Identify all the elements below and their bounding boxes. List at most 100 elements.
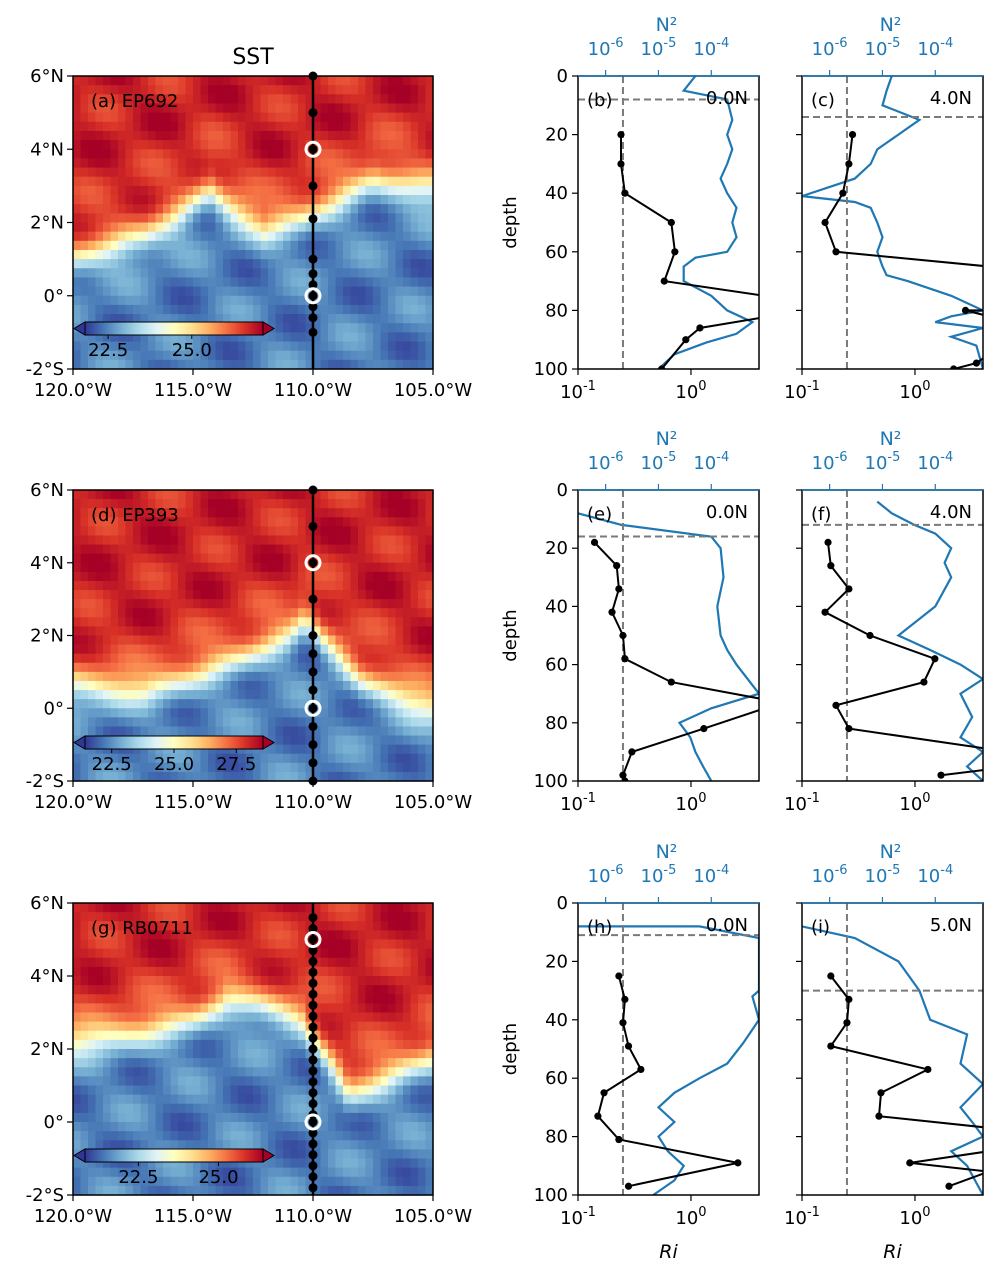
sst-cell [223,1094,232,1105]
sst-cell [290,771,299,782]
sst-cell [328,213,337,224]
sst-cell [335,590,344,600]
sst-cell [275,966,284,977]
sst-cell [215,268,224,279]
sst-cell [395,1039,404,1050]
sst-cell [133,976,142,986]
sst-cell [245,1158,254,1169]
sst-cell [380,359,389,370]
sst-cell [208,103,217,114]
depth-tick-label: 100 [534,771,568,792]
sst-cell [388,1167,397,1178]
sst-cell [193,930,202,941]
sst-cell [253,617,262,627]
sst-cell [208,121,217,132]
sst-cell [215,231,224,242]
sst-cell [140,976,149,986]
sst-cell [88,535,97,546]
sst-cell [425,1058,434,1068]
sst-cell [395,708,404,718]
sst-cell [283,903,292,913]
sst-cell [343,1131,352,1141]
sst-cell [343,508,352,518]
sst-cell [380,1103,389,1114]
sst-cell [103,259,112,269]
sst-cell [403,1103,412,1114]
sst-cell [298,526,307,537]
sst-cell [223,921,232,931]
sst-cell [373,176,382,187]
sst-cell [178,1030,187,1041]
sst-cell [290,1149,299,1160]
sst-cell [410,176,419,187]
location-label: 4.0N [930,502,972,523]
sst-cell [425,562,434,573]
sst-cell [208,176,217,187]
sst-cell [245,903,254,913]
sst-cell [125,653,134,664]
sst-cell [238,599,247,609]
sst-cell [193,708,202,718]
sst-cell [290,662,299,673]
sst-cell [373,517,382,527]
sst-cell [110,195,119,205]
sst-cell [208,608,217,618]
sst-cell [268,304,277,315]
sst-cell [178,957,187,968]
sst-cell [245,626,254,637]
sst-cell [320,930,329,941]
sst-cell [163,85,172,95]
sst-cell [403,1085,412,1096]
sst-cell [298,903,307,913]
sst-cell [350,1030,359,1041]
sst-cell [238,957,247,968]
sst-cell [275,240,284,251]
sst-cell [418,562,427,573]
sst-cell [425,112,434,123]
sst-cell [73,277,82,288]
sst-cell [313,185,322,196]
sst-cell [125,571,134,582]
sst-cell [110,1039,119,1050]
sst-cell [125,1076,134,1087]
sst-cell [103,571,112,582]
sst-cell [73,341,82,352]
sst-cell [238,753,247,764]
sst-cell [395,222,404,233]
sst-cell [230,1122,239,1132]
sst-cell [343,966,352,977]
sst-cell [328,1140,337,1150]
sst-cell [103,753,112,764]
sst-cell [418,295,427,306]
sst-cell [388,671,397,682]
sst-cell [245,771,254,782]
sst-cell [80,1112,89,1123]
y-tick-label: 2°N [30,626,64,647]
sst-cell [185,195,194,205]
sst-cell [208,571,217,582]
sst-cell [283,1149,292,1160]
sst-cell [320,994,329,1004]
sst-cell [95,1112,104,1123]
sst-cell [215,1176,224,1187]
sst-cell [185,1176,194,1187]
sst-cell [380,608,389,618]
sst-cell [163,690,172,700]
sst-cell [418,1003,427,1014]
sst-cell [223,176,232,187]
sst-cell [290,350,299,361]
sst-cell [358,553,367,564]
sst-cell [313,130,322,141]
sst-cell [410,268,419,279]
x-tick-label: 120.0°W [34,380,113,401]
sst-cell [208,304,217,315]
sst-cell [283,744,292,755]
sst-cell [155,644,164,655]
sst-cell [335,359,344,370]
x-tick-label: 110.0°W [274,792,353,813]
sst-cell [260,599,269,609]
sst-cell [223,571,232,582]
sst-cell [125,562,134,573]
sst-cell [193,1039,202,1050]
sst-cell [193,726,202,737]
